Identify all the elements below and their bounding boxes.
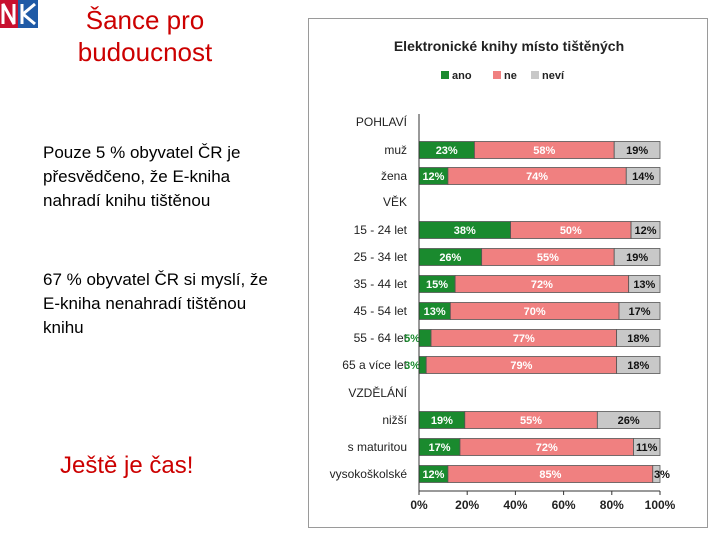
category-label: muž xyxy=(384,143,407,157)
x-tick-label: 60% xyxy=(552,498,576,512)
data-label-ne: 55% xyxy=(537,252,559,264)
slogan-text: Ještě je čas! xyxy=(60,452,194,479)
data-label-ne: 72% xyxy=(531,279,553,291)
data-label-ne: 72% xyxy=(536,442,558,454)
data-label-ne: 58% xyxy=(533,145,555,157)
legend-label-ne: ne xyxy=(504,70,517,82)
statement-paragraph-1: Pouze 5 % obyvatel ČR je přesvědčeno, že… xyxy=(43,143,241,210)
data-label-ne: 50% xyxy=(560,225,582,237)
chart-frame: Elektronické knihy místo tištěných ano ne n… xyxy=(308,18,708,528)
data-label-ano: 12% xyxy=(422,171,444,183)
data-label-neví: 18% xyxy=(627,360,649,372)
data-label-neví: 19% xyxy=(626,145,648,157)
x-tick-label: 20% xyxy=(455,498,479,512)
data-label-ano: 3% xyxy=(404,360,420,372)
bar-neví xyxy=(652,465,661,483)
statement-paragraph-2: 67 % obyvatel ČR si myslí, že E-kniha ne… xyxy=(43,270,268,337)
category-label: 65 a více let xyxy=(342,358,407,372)
data-label-neví: 3% xyxy=(654,469,670,481)
data-label-ne: 74% xyxy=(526,171,548,183)
legend-swatch-ano xyxy=(441,71,449,79)
bar-neví xyxy=(625,167,661,185)
category-label: s maturitou xyxy=(348,440,407,454)
data-label-neví: 11% xyxy=(636,442,658,454)
group-label: VZDĚLÁNÍ xyxy=(348,385,407,400)
bar-neví xyxy=(633,438,661,456)
x-tick-label: 100% xyxy=(645,498,676,512)
data-label-ano: 15% xyxy=(426,279,448,291)
category-label: 15 - 24 let xyxy=(354,223,408,237)
data-label-neví: 19% xyxy=(626,252,648,264)
data-label-neví: 18% xyxy=(627,333,649,345)
bar-neví xyxy=(616,329,661,347)
bar-neví xyxy=(618,302,661,320)
group-label-pohlavi: POHLAVÍ xyxy=(356,114,408,129)
x-tick-label: 80% xyxy=(600,498,624,512)
nk-logo-icon xyxy=(0,0,38,28)
category-label: vysokoškolské xyxy=(330,467,408,481)
x-tick-label: 0% xyxy=(410,498,428,512)
category-label: 55 - 64 let xyxy=(354,331,408,345)
data-label-ano: 17% xyxy=(428,442,450,454)
legend-swatch-neví xyxy=(531,71,539,79)
legend-swatch-ne xyxy=(493,71,501,79)
data-label-ne: 70% xyxy=(524,306,546,318)
legend-label-neví: neví xyxy=(542,70,565,82)
data-label-neví: 13% xyxy=(633,279,655,291)
bar-ano xyxy=(418,356,427,374)
data-label-ne: 55% xyxy=(520,415,542,427)
data-label-neví: 14% xyxy=(632,171,654,183)
category-label: 35 - 44 let xyxy=(354,277,408,291)
bar-neví xyxy=(630,221,661,239)
data-label-ano: 26% xyxy=(439,252,461,264)
bar-neví xyxy=(616,356,661,374)
data-label-ne: 85% xyxy=(539,469,561,481)
x-tick-label: 40% xyxy=(503,498,527,512)
category-label: 25 - 34 let xyxy=(354,250,408,264)
data-label-ano: 19% xyxy=(431,415,453,427)
data-label-ano: 23% xyxy=(436,145,458,157)
data-label-ano: 38% xyxy=(454,225,476,237)
page-title: Šance pro budoucnost xyxy=(77,5,213,67)
data-label-neví: 12% xyxy=(635,225,657,237)
data-label-neví: 26% xyxy=(618,415,640,427)
stacked-bar-chart: Elektronické knihy místo tištěných ano ne n… xyxy=(330,38,676,512)
data-label-neví: 17% xyxy=(628,306,650,318)
data-label-ano: 12% xyxy=(422,469,444,481)
data-label-ne: 79% xyxy=(510,360,532,372)
bar-neví xyxy=(613,141,661,159)
category-label: nižší xyxy=(382,413,407,427)
category-label: 45 - 54 let xyxy=(354,304,408,318)
legend-label-ano: ano xyxy=(452,70,472,82)
bar-neví xyxy=(613,248,661,266)
chart-title: Elektronické knihy místo tištěných xyxy=(394,38,624,54)
bar-ano xyxy=(418,329,432,347)
group-label: VĚK xyxy=(383,194,407,209)
category-label: žena xyxy=(381,169,407,183)
data-label-ne: 77% xyxy=(513,333,535,345)
bar-neví xyxy=(628,275,661,293)
data-label-ano: 5% xyxy=(404,333,420,345)
data-label-ano: 13% xyxy=(424,306,446,318)
bar-neví xyxy=(596,411,661,429)
